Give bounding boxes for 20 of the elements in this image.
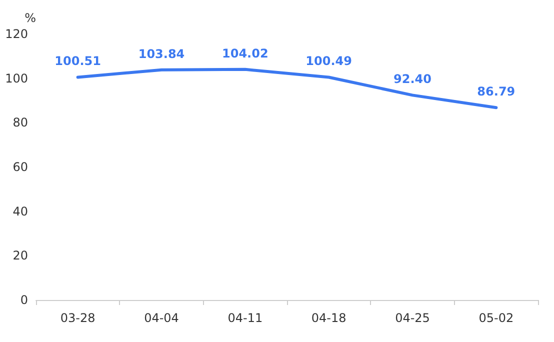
- x-tick-label: 05-02: [478, 311, 514, 325]
- y-tick-label: 20: [12, 248, 28, 263]
- text: 100.49: [306, 54, 352, 68]
- x-tick-label: 04-25: [395, 311, 430, 325]
- y-tick-label: 120: [5, 27, 28, 41]
- y-tick-label: 80: [12, 116, 28, 130]
- text: 104.02: [222, 46, 268, 60]
- y-tick-label: 40: [12, 204, 28, 218]
- y-tick-label: 100: [5, 71, 28, 86]
- text: 103.84: [138, 46, 185, 61]
- y-tick-label: 0: [20, 293, 28, 307]
- x-tick-label: 04-11: [228, 311, 263, 325]
- y-axis-title: %: [24, 11, 36, 25]
- x-tick-label: 04-18: [311, 311, 346, 325]
- y-tick-label: 60: [12, 160, 28, 174]
- text: 100.51: [54, 54, 101, 68]
- text: 92.40: [394, 72, 432, 86]
- x-tick-label: 03-28: [60, 311, 96, 325]
- x-tick-label: 04-04: [144, 311, 179, 325]
- text: 86.79: [477, 84, 516, 99]
